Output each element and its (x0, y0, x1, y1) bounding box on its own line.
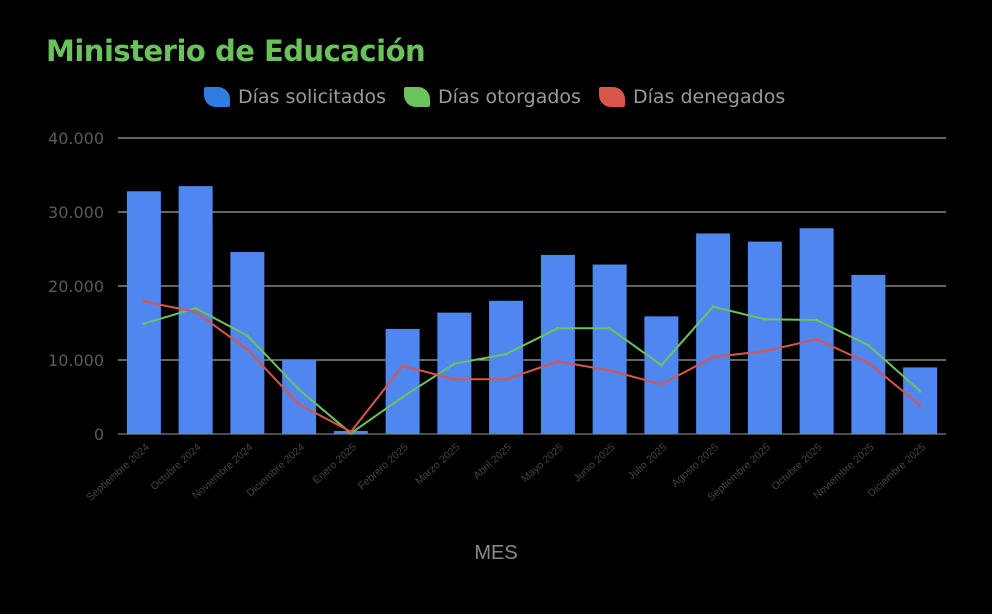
legend-label-denegados: Días denegados (632, 86, 786, 108)
x-tick-label: Enero 2025 (311, 441, 359, 486)
point-denegados (918, 403, 922, 407)
point-denegados (608, 368, 612, 372)
point-otorgados (245, 334, 249, 338)
x-tick-label: Mayo 2025 (519, 441, 566, 485)
point-otorgados (815, 318, 819, 322)
bar-solicitados (592, 264, 627, 434)
point-denegados (452, 377, 456, 381)
chart-title: Ministerio de Educación (46, 34, 426, 68)
point-otorgados (918, 389, 922, 393)
bar-solicitados (696, 233, 731, 434)
point-otorgados (452, 362, 456, 366)
y-tick-label: 30.000 (48, 203, 104, 222)
x-tick-label: Octubre 2025 (769, 441, 824, 493)
legend: Días solicitados Días otorgados Días den… (204, 86, 785, 108)
bar-solicitados (437, 312, 472, 434)
point-denegados (556, 359, 560, 363)
point-otorgados (763, 317, 767, 321)
point-denegados (194, 310, 198, 314)
point-otorgados (297, 388, 301, 392)
bar-solicitados (540, 254, 575, 434)
point-otorgados (142, 322, 146, 326)
bar-solicitados (126, 191, 161, 434)
x-tick-label: Junio 2025 (571, 441, 617, 484)
bar-solicitados (489, 300, 524, 434)
x-tick-label: Julio 2025 (626, 441, 670, 482)
legend-label-solicitados: Días solicitados (238, 86, 386, 108)
point-denegados (349, 430, 353, 434)
point-otorgados (556, 326, 560, 330)
x-tick-label: Octubre 2024 (148, 441, 203, 493)
point-otorgados (608, 326, 612, 330)
legend-swatch-denegados (598, 87, 625, 107)
point-denegados (245, 348, 249, 352)
point-otorgados (659, 363, 663, 367)
bar-solicitados (282, 360, 317, 434)
y-tick-label: 40.000 (48, 129, 104, 148)
point-denegados (297, 402, 301, 406)
point-otorgados (194, 306, 198, 310)
point-denegados (401, 364, 405, 368)
bar-solicitados (230, 251, 265, 434)
point-denegados (711, 355, 715, 359)
y-tick-label: 10.000 (48, 351, 104, 370)
bar-solicitados (799, 228, 834, 434)
x-axis-title: MES (474, 542, 518, 564)
point-otorgados (711, 305, 715, 309)
line-otorgados (143, 305, 921, 435)
point-otorgados (401, 395, 405, 399)
point-denegados (504, 377, 508, 381)
point-denegados (763, 349, 767, 353)
point-denegados (866, 361, 870, 365)
x-tick-label: Febrero 2025 (356, 441, 411, 492)
point-denegados (659, 382, 663, 386)
point-otorgados (504, 352, 508, 356)
x-tick-label: Septiembre 2024 (84, 441, 152, 504)
line-denegados (143, 300, 921, 433)
bar-solicitados (747, 241, 782, 434)
x-tick-label: Abril 2025 (471, 441, 514, 482)
legend-item-denegados[interactable]: Días denegados (598, 86, 786, 108)
legend-item-solicitados[interactable]: Días solicitados (204, 86, 386, 108)
legend-swatch-otorgados (403, 87, 430, 107)
x-tick-label: Marzo 2025 (413, 441, 462, 487)
y-tick-label: 0 (94, 425, 104, 444)
point-otorgados (866, 343, 870, 347)
x-tick-label: Agosto 2025 (669, 441, 721, 489)
legend-swatch-solicitados (204, 87, 230, 107)
point-denegados (142, 300, 146, 304)
legend-label-otorgados: Días otorgados (437, 86, 581, 108)
point-denegados (815, 337, 819, 341)
y-tick-label: 20.000 (48, 277, 104, 296)
bar-solicitados (644, 316, 679, 434)
bar-solicitados (903, 367, 938, 434)
legend-item-otorgados[interactable]: Días otorgados (403, 86, 581, 108)
